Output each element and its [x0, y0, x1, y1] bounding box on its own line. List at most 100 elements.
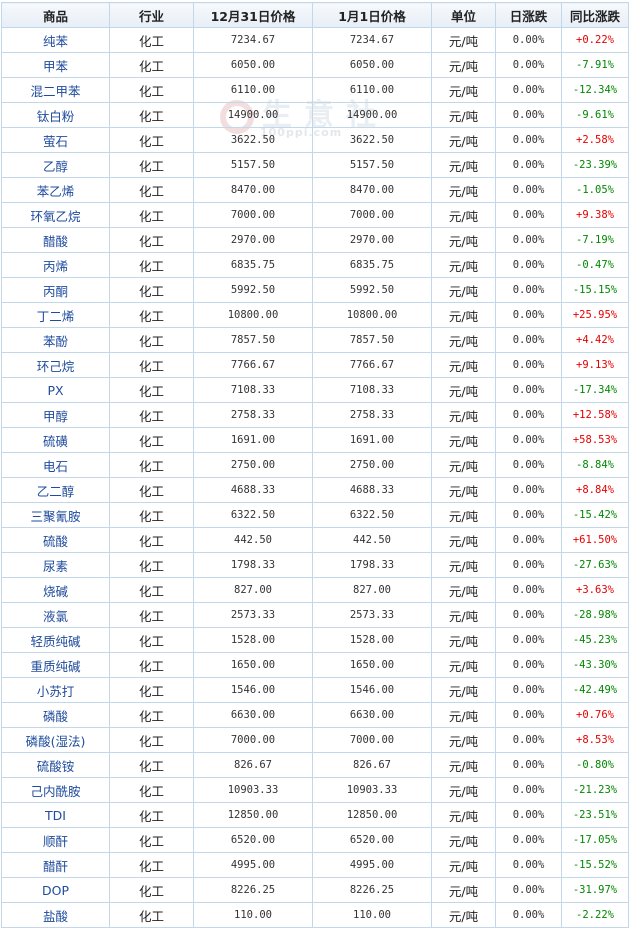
unit-cell: 元/吨 [431, 577, 496, 603]
header-yoy-change: 同比涨跌 [561, 2, 629, 28]
product-name-link[interactable]: DOP [1, 877, 110, 903]
product-name-link[interactable]: 三聚氰胺 [1, 502, 110, 528]
table-row: 环氧乙烷 化工 7000.00 7000.00 元/吨 0.00% +9.38% [1, 202, 629, 228]
yoy-change-cell: +25.95% [561, 302, 629, 328]
industry-cell: 化工 [109, 102, 194, 128]
price-dec31-cell: 110.00 [193, 902, 313, 928]
product-name-link[interactable]: 小苏打 [1, 677, 110, 703]
product-name-link[interactable]: 醋酐 [1, 852, 110, 878]
unit-cell: 元/吨 [431, 802, 496, 828]
table-row: 甲醇 化工 2758.33 2758.33 元/吨 0.00% +12.58% [1, 402, 629, 428]
product-name-link[interactable]: 轻质纯碱 [1, 627, 110, 653]
product-name-link[interactable]: 重质纯碱 [1, 652, 110, 678]
product-name-link[interactable]: TDI [1, 802, 110, 828]
unit-cell: 元/吨 [431, 852, 496, 878]
daily-change-cell: 0.00% [495, 752, 562, 778]
product-name-link[interactable]: 混二甲苯 [1, 77, 110, 103]
product-name-link[interactable]: 丁二烯 [1, 302, 110, 328]
price-dec31-cell: 12850.00 [193, 802, 313, 828]
table-header: 商品 行业 12月31日价格 1月1日价格 单位 日涨跌 同比涨跌 [1, 2, 629, 28]
industry-cell: 化工 [109, 752, 194, 778]
product-name-link[interactable]: 纯苯 [1, 27, 110, 53]
table-row: 己内酰胺 化工 10903.33 10903.33 元/吨 0.00% -21.23% [1, 777, 629, 803]
unit-cell: 元/吨 [431, 302, 496, 328]
product-name-link[interactable]: 硫磺 [1, 427, 110, 453]
price-jan1-cell: 7108.33 [312, 377, 432, 403]
yoy-change-cell: -15.42% [561, 502, 629, 528]
product-name-link[interactable]: 苯乙烯 [1, 177, 110, 203]
daily-change-cell: 0.00% [495, 452, 562, 478]
price-dec31-cell: 6520.00 [193, 827, 313, 853]
daily-change-cell: 0.00% [495, 527, 562, 553]
table-row: 丙烯 化工 6835.75 6835.75 元/吨 0.00% -0.47% [1, 252, 629, 278]
daily-change-cell: 0.00% [495, 677, 562, 703]
price-dec31-cell: 826.67 [193, 752, 313, 778]
product-name-link[interactable]: 乙二醇 [1, 477, 110, 503]
price-jan1-cell: 14900.00 [312, 102, 432, 128]
product-name-link[interactable]: 丙烯 [1, 252, 110, 278]
product-name-link[interactable]: 苯酚 [1, 327, 110, 353]
price-jan1-cell: 3622.50 [312, 127, 432, 153]
yoy-change-cell: -23.39% [561, 152, 629, 178]
product-name-link[interactable]: 己内酰胺 [1, 777, 110, 803]
product-name-link[interactable]: 盐酸 [1, 902, 110, 928]
industry-cell: 化工 [109, 902, 194, 928]
product-name-link[interactable]: 环己烷 [1, 352, 110, 378]
industry-cell: 化工 [109, 702, 194, 728]
product-name-link[interactable]: 甲苯 [1, 52, 110, 78]
product-name-link[interactable]: PX [1, 377, 110, 403]
table-row: 烧碱 化工 827.00 827.00 元/吨 0.00% +3.63% [1, 577, 629, 603]
table-row: PX 化工 7108.33 7108.33 元/吨 0.00% -17.34% [1, 377, 629, 403]
header-product: 商品 [1, 2, 110, 28]
unit-cell: 元/吨 [431, 77, 496, 103]
daily-change-cell: 0.00% [495, 102, 562, 128]
industry-cell: 化工 [109, 602, 194, 628]
product-name-link[interactable]: 电石 [1, 452, 110, 478]
product-name-link[interactable]: 尿素 [1, 552, 110, 578]
product-name-link[interactable]: 硫酸铵 [1, 752, 110, 778]
unit-cell: 元/吨 [431, 252, 496, 278]
industry-cell: 化工 [109, 427, 194, 453]
price-jan1-cell: 826.67 [312, 752, 432, 778]
product-name-link[interactable]: 丙酮 [1, 277, 110, 303]
industry-cell: 化工 [109, 152, 194, 178]
unit-cell: 元/吨 [431, 527, 496, 553]
product-name-link[interactable]: 顺酐 [1, 827, 110, 853]
yoy-change-cell: +0.76% [561, 702, 629, 728]
product-name-link[interactable]: 环氧乙烷 [1, 202, 110, 228]
yoy-change-cell: -21.23% [561, 777, 629, 803]
product-name-link[interactable]: 乙醇 [1, 152, 110, 178]
yoy-change-cell: +2.58% [561, 127, 629, 153]
product-name-link[interactable]: 钛白粉 [1, 102, 110, 128]
unit-cell: 元/吨 [431, 652, 496, 678]
industry-cell: 化工 [109, 452, 194, 478]
table-row: 醋酸 化工 2970.00 2970.00 元/吨 0.00% -7.19% [1, 227, 629, 253]
table-row: DOP 化工 8226.25 8226.25 元/吨 0.00% -31.97% [1, 877, 629, 903]
product-name-link[interactable]: 甲醇 [1, 402, 110, 428]
product-name-link[interactable]: 液氯 [1, 602, 110, 628]
product-name-link[interactable]: 萤石 [1, 127, 110, 153]
product-name-link[interactable]: 烧碱 [1, 577, 110, 603]
table-row: 环己烷 化工 7766.67 7766.67 元/吨 0.00% +9.13% [1, 352, 629, 378]
yoy-change-cell: +61.50% [561, 527, 629, 553]
daily-change-cell: 0.00% [495, 252, 562, 278]
unit-cell: 元/吨 [431, 552, 496, 578]
product-name-link[interactable]: 磷酸(湿法) [1, 727, 110, 753]
product-name-link[interactable]: 磷酸 [1, 702, 110, 728]
industry-cell: 化工 [109, 227, 194, 253]
industry-cell: 化工 [109, 627, 194, 653]
price-jan1-cell: 4688.33 [312, 477, 432, 503]
daily-change-cell: 0.00% [495, 877, 562, 903]
price-dec31-cell: 8470.00 [193, 177, 313, 203]
unit-cell: 元/吨 [431, 327, 496, 353]
yoy-change-cell: -1.05% [561, 177, 629, 203]
daily-change-cell: 0.00% [495, 302, 562, 328]
industry-cell: 化工 [109, 277, 194, 303]
product-name-link[interactable]: 醋酸 [1, 227, 110, 253]
price-dec31-cell: 3622.50 [193, 127, 313, 153]
unit-cell: 元/吨 [431, 477, 496, 503]
table-row: 三聚氰胺 化工 6322.50 6322.50 元/吨 0.00% -15.42% [1, 502, 629, 528]
price-jan1-cell: 2573.33 [312, 602, 432, 628]
product-name-link[interactable]: 硫酸 [1, 527, 110, 553]
price-dec31-cell: 6630.00 [193, 702, 313, 728]
